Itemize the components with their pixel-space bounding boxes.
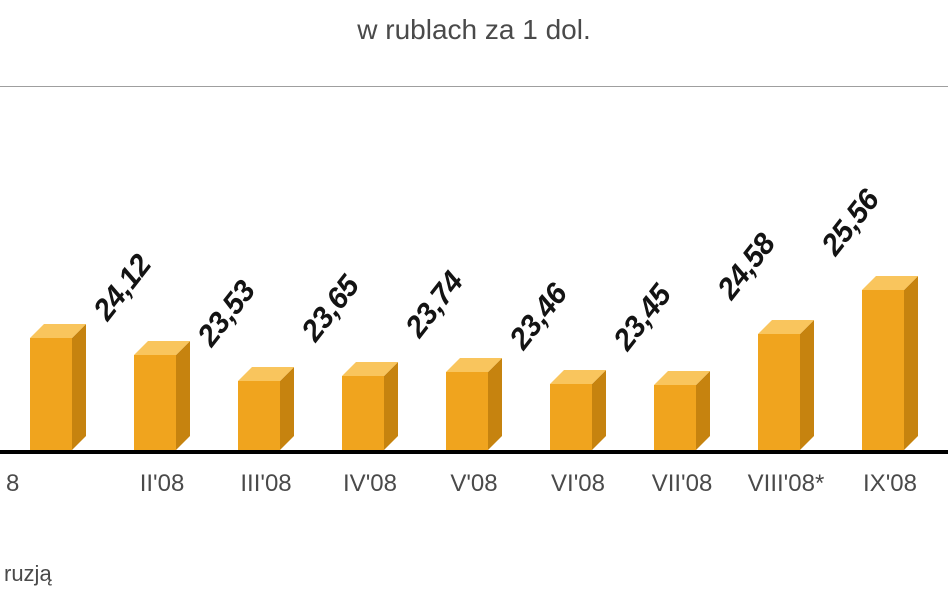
- grid-line: [0, 86, 948, 87]
- x-label: VII'08: [630, 470, 734, 498]
- x-label: IX'08: [838, 470, 942, 498]
- bars-row: 24,4824,1223,5323,6523,7423,4623,4524,58…: [0, 190, 948, 450]
- x-axis-labels: 8II'08III'08IV'08V'08VI'08VII'08VIII'08*…: [0, 470, 948, 498]
- x-label: 8: [6, 470, 110, 498]
- x-label: VIII'08*: [734, 470, 838, 498]
- footnote: ruzją: [4, 561, 52, 587]
- value-label: 24,58: [711, 228, 782, 306]
- value-label: 24,12: [87, 248, 158, 326]
- value-label: 23,45: [607, 279, 678, 357]
- bar-2: 24,12: [110, 341, 214, 450]
- value-label: 23,74: [399, 266, 470, 344]
- bar-4: 23,65: [318, 362, 422, 450]
- x-label: V'08: [422, 470, 526, 498]
- value-label: 23,65: [295, 270, 366, 348]
- chart-area: 24,4824,1223,5323,6523,7423,4623,4524,58…: [0, 86, 948, 516]
- bar-6: 23,46: [526, 370, 630, 450]
- bar-5: 23,74: [422, 358, 526, 450]
- bar-7: 23,45: [630, 371, 734, 450]
- x-label: III'08: [214, 470, 318, 498]
- x-label: II'08: [110, 470, 214, 498]
- bar-8: 24,58: [734, 320, 838, 450]
- bar-1: 24,48: [6, 324, 110, 450]
- bar-3: 23,53: [214, 367, 318, 450]
- x-label: IV'08: [318, 470, 422, 498]
- baseline: [0, 450, 948, 454]
- value-label: 24,48: [0, 232, 3, 310]
- x-label: VI'08: [526, 470, 630, 498]
- chart-title: w rublach za 1 dol.: [0, 0, 948, 46]
- value-label: 25,56: [815, 184, 886, 262]
- bar-9: 25,56: [838, 276, 942, 450]
- value-label: 23,46: [503, 278, 574, 356]
